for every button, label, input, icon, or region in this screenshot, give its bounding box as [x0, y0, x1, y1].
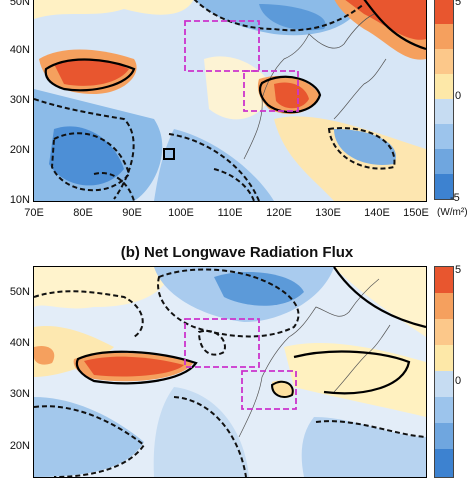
x-tick: 90E [122, 207, 142, 219]
colorbar-mid-label: 0 [455, 90, 462, 102]
strong-warm-anomaly [84, 356, 184, 377]
cool-region [154, 129, 274, 201]
y-tick: 50N [9, 0, 30, 8]
study-box-south [241, 370, 297, 410]
x-tick: 70E [24, 207, 44, 219]
strong-warm-anomaly [274, 82, 309, 109]
strong-warm-anomaly [54, 58, 129, 86]
negative-contours [34, 0, 396, 201]
colorbar-gradient [435, 0, 453, 199]
positive-contour [44, 58, 136, 92]
colorbar-mid-label: 0 [455, 375, 462, 387]
colorbar-unit: (W/m²) [437, 207, 468, 218]
y-tick: 50N [9, 286, 30, 298]
study-box-north [184, 20, 260, 72]
positive-contour [258, 75, 322, 114]
y-tick: 40N [9, 337, 30, 349]
positive-contour [333, 267, 426, 329]
positive-contour [270, 380, 294, 398]
warm-region [284, 342, 426, 417]
study-region-boxes [184, 318, 297, 410]
x-tick: 110E [217, 207, 243, 219]
cool-region [49, 126, 124, 186]
y-tick: 20N [9, 144, 30, 156]
cool-region [214, 272, 304, 306]
study-region-boxes [184, 20, 299, 112]
y-tick: 30N [9, 388, 30, 400]
panel-a-map [33, 0, 427, 202]
cool-region [301, 417, 426, 477]
coastline [333, 58, 387, 120]
coastline [238, 278, 380, 438]
y-tick: 40N [9, 44, 30, 56]
coastline [243, 13, 375, 160]
warm-anomaly [272, 380, 295, 399]
warm-anomaly [34, 345, 55, 365]
x-tick: 130E [315, 207, 341, 219]
panel-a-field [34, 0, 426, 201]
x-tick: 140E [364, 207, 390, 219]
warm-region [34, 326, 114, 377]
negative-contours [34, 268, 426, 477]
cool-region [153, 387, 249, 477]
positive-contour [293, 350, 411, 395]
x-tick: 80E [73, 207, 93, 219]
cool-region [259, 4, 326, 31]
y-tick: 10N [9, 194, 30, 206]
x-tick: 150E [403, 207, 429, 219]
colorbar-gradient [435, 267, 453, 477]
y-tick: 20N [9, 440, 30, 452]
x-tick: 120E [266, 207, 292, 219]
coastline [333, 324, 391, 393]
positive-contour [75, 350, 198, 385]
y-tick: 30N [9, 94, 30, 106]
colorbar-min-label: -5 [450, 192, 460, 204]
panel-a-colorbar [434, 0, 454, 200]
cool-region [34, 397, 144, 477]
panel-b-title: (b) Net Longwave Radiation Flux [120, 244, 354, 261]
colorbar-max-label: 5 [455, 264, 462, 276]
study-box-north [184, 318, 260, 368]
warm-region [34, 267, 174, 309]
warm-region [34, 0, 194, 19]
panel-b-map [33, 266, 427, 478]
warm-region [204, 56, 274, 120]
strong-warm-anomaly [345, 0, 426, 40]
study-box-south [243, 70, 299, 112]
x-tick: 100E [168, 207, 194, 219]
warm-region [274, 116, 426, 201]
panel-b-field [34, 267, 426, 477]
positive-contour [163, 148, 175, 160]
colorbar-max-label: 5 [455, 0, 462, 8]
positive-contour [363, 0, 426, 51]
panel-b-colorbar [434, 266, 454, 478]
cool-region [334, 129, 396, 165]
